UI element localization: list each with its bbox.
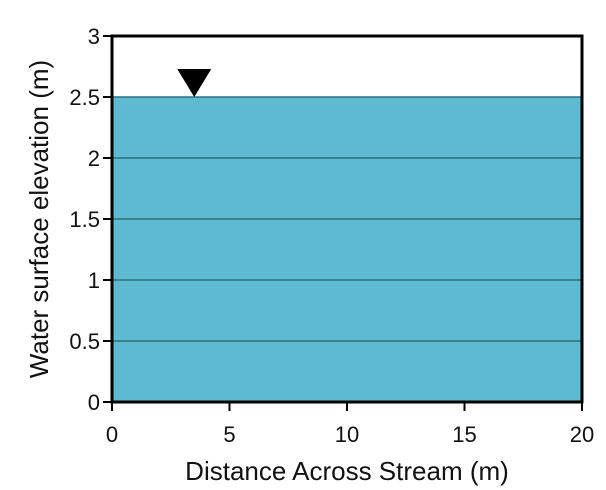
x-tick-label: 15 [452,422,476,447]
water-area [112,97,582,402]
y-tick-label: 3 [88,24,100,49]
y-axis-title: Water surface elevation (m) [24,60,54,378]
y-tick-label: 1 [88,268,100,293]
y-tick-label: 1.5 [69,207,100,232]
x-axis-ticks: 0 5 10 15 20 [106,402,594,447]
x-tick-label: 20 [570,422,594,447]
x-tick-label: 10 [335,422,359,447]
y-tick-label: 2 [88,146,100,171]
y-tick-label: 0 [88,390,100,415]
water-surface-marker-icon [177,69,212,97]
y-tick-label: 2.5 [69,85,100,110]
y-tick-label: 0.5 [69,329,100,354]
gridlines [112,157,582,342]
y-axis-ticks: 0 0.5 1 1.5 2 2.5 3 [69,24,112,415]
x-tick-label: 5 [223,422,235,447]
x-axis-title: Distance Across Stream (m) [185,456,509,486]
x-tick-label: 0 [106,422,118,447]
